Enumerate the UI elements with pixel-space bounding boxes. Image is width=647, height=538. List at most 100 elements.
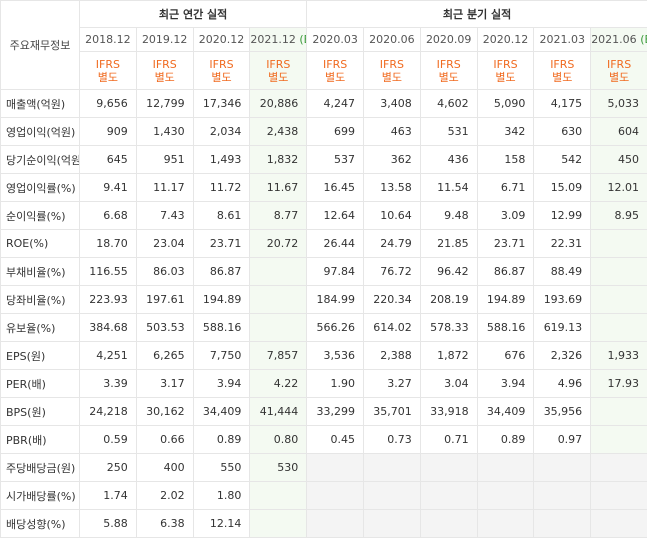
row-label: 시가배당률(%) [1, 482, 80, 510]
value-cell: 0.97 [534, 426, 591, 454]
basis-text: 별도 [478, 71, 534, 84]
value-cell: 250 [80, 454, 137, 482]
basis-text: 별도 [307, 71, 363, 84]
value-cell: 11.67 [250, 174, 307, 202]
value-cell: 8.95 [591, 202, 647, 230]
empty-cell [250, 510, 307, 538]
value-cell: 24.79 [364, 230, 421, 258]
value-cell: 1.74 [80, 482, 137, 510]
value-cell: 6.68 [80, 202, 137, 230]
empty-cell [477, 454, 534, 482]
value-cell: 26.44 [307, 230, 364, 258]
row-label: PBR(배) [1, 426, 80, 454]
empty-cell [591, 426, 647, 454]
empty-cell [250, 482, 307, 510]
period-date: 2018.12 [85, 33, 131, 46]
row-label: 배당성향(%) [1, 510, 80, 538]
value-cell: 4.22 [250, 370, 307, 398]
value-cell: 3.17 [136, 370, 193, 398]
value-cell: 1,493 [193, 146, 250, 174]
period-date: 2020.12 [483, 33, 529, 46]
period-header: 2020.12 [193, 28, 250, 52]
value-cell: 220.34 [364, 286, 421, 314]
row-label: 주당배당금(원) [1, 454, 80, 482]
value-cell: 2,388 [364, 342, 421, 370]
value-cell: 15.09 [534, 174, 591, 202]
value-cell: 2.02 [136, 482, 193, 510]
value-cell: 184.99 [307, 286, 364, 314]
row-label: PER(배) [1, 370, 80, 398]
value-cell: 550 [193, 454, 250, 482]
value-cell: 645 [80, 146, 137, 174]
value-cell: 566.26 [307, 314, 364, 342]
period-date: 2020.06 [369, 33, 415, 46]
value-cell: 537 [307, 146, 364, 174]
period-header: 2020.03 [307, 28, 364, 52]
value-cell: 619.13 [534, 314, 591, 342]
empty-cell [307, 454, 364, 482]
value-cell: 3.39 [80, 370, 137, 398]
value-cell: 11.72 [193, 174, 250, 202]
value-cell: 0.89 [477, 426, 534, 454]
value-cell: 18.70 [80, 230, 137, 258]
value-cell: 158 [477, 146, 534, 174]
period-date: 2019.12 [142, 33, 188, 46]
value-cell: 0.73 [364, 426, 421, 454]
value-cell: 86.87 [477, 258, 534, 286]
value-cell: 0.71 [420, 426, 477, 454]
value-cell: 12.64 [307, 202, 364, 230]
value-cell: 16.45 [307, 174, 364, 202]
value-cell: 86.87 [193, 258, 250, 286]
value-cell: 22.31 [534, 230, 591, 258]
value-cell: 3.09 [477, 202, 534, 230]
empty-cell [250, 314, 307, 342]
empty-cell [591, 258, 647, 286]
value-cell: 194.89 [477, 286, 534, 314]
value-cell: 436 [420, 146, 477, 174]
value-cell: 614.02 [364, 314, 421, 342]
row-label: 매출액(억원) [1, 90, 80, 118]
value-cell: 1,430 [136, 118, 193, 146]
value-cell: 1.80 [193, 482, 250, 510]
value-cell: 23.71 [477, 230, 534, 258]
basis-text: 별도 [534, 71, 590, 84]
value-cell: 531 [420, 118, 477, 146]
value-cell: 17,346 [193, 90, 250, 118]
row-label: 영업이익률(%) [1, 174, 80, 202]
value-cell: 11.54 [420, 174, 477, 202]
value-cell: 11.17 [136, 174, 193, 202]
basis-text: 별도 [364, 71, 420, 84]
period-date: 2021.03 [540, 33, 586, 46]
value-cell: 588.16 [477, 314, 534, 342]
value-cell: 630 [534, 118, 591, 146]
value-cell: 3,408 [364, 90, 421, 118]
estimate-mark: (E) [299, 33, 306, 46]
basis-text: 별도 [591, 71, 647, 84]
empty-cell [364, 454, 421, 482]
value-cell: 41,444 [250, 398, 307, 426]
empty-cell [477, 510, 534, 538]
value-cell: 86.03 [136, 258, 193, 286]
basis-text: 별도 [250, 71, 306, 84]
value-cell: 503.53 [136, 314, 193, 342]
value-cell: 5,033 [591, 90, 647, 118]
period-header: 2021.03 [534, 28, 591, 52]
row-label: 부채비율(%) [1, 258, 80, 286]
value-cell: 1,832 [250, 146, 307, 174]
value-cell: 194.89 [193, 286, 250, 314]
value-cell: 21.85 [420, 230, 477, 258]
period-header: 2018.12 [80, 28, 137, 52]
value-cell: 33,299 [307, 398, 364, 426]
empty-cell [477, 482, 534, 510]
empty-cell [591, 314, 647, 342]
